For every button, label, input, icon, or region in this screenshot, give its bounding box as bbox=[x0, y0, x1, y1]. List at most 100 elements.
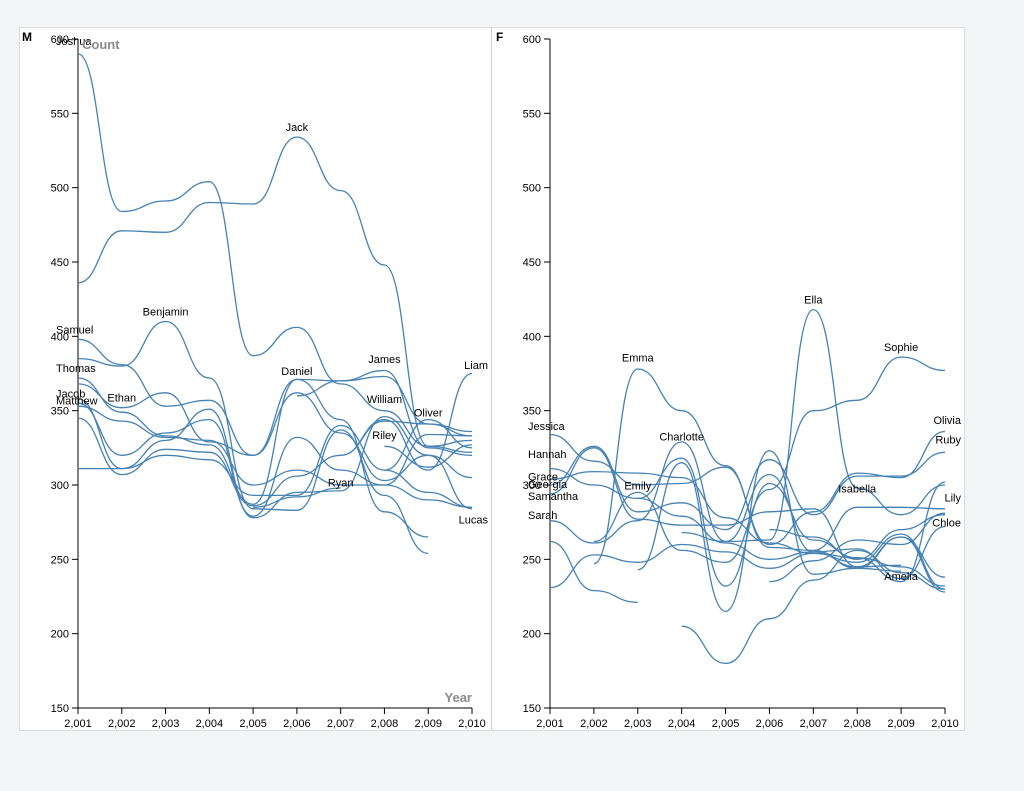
x-tick-label: 2,004 bbox=[668, 718, 696, 730]
series-line-joshua bbox=[77, 53, 473, 453]
series-line-ella bbox=[681, 308, 946, 543]
name-label-chloe: Chloe bbox=[932, 518, 961, 530]
name-label-ryan: Ryan bbox=[328, 477, 354, 489]
series-line-daniel bbox=[77, 383, 473, 482]
series-line-isabella bbox=[813, 506, 946, 552]
y-tick-label: 500 bbox=[51, 183, 69, 195]
name-label-daniel: Daniel bbox=[281, 366, 312, 378]
series-line-olivia bbox=[549, 481, 946, 589]
y-tick-label: 300 bbox=[523, 480, 541, 492]
name-label-matthew: Matthew bbox=[56, 396, 98, 408]
name-label-thomas: Thomas bbox=[56, 363, 96, 375]
series-line-emily bbox=[637, 497, 902, 568]
name-label-sophie: Sophie bbox=[884, 342, 918, 354]
chart-frame bbox=[19, 27, 965, 731]
name-label-liam: Liam bbox=[464, 360, 488, 372]
y-axis-title: Count bbox=[82, 37, 120, 52]
name-label-riley: Riley bbox=[372, 430, 397, 442]
name-label-ethan: Ethan bbox=[107, 393, 136, 405]
x-tick-label: 2,001 bbox=[536, 718, 564, 730]
name-label-emily: Emily bbox=[624, 480, 651, 492]
x-tick-label: 2,008 bbox=[371, 718, 399, 730]
x-tick-label: 2,009 bbox=[887, 718, 915, 730]
name-label-olivia: Olivia bbox=[933, 415, 961, 427]
y-tick-label: 350 bbox=[51, 406, 69, 418]
x-tick-label: 2,007 bbox=[327, 718, 355, 730]
y-tick-label: 200 bbox=[523, 629, 541, 641]
y-tick-label: 500 bbox=[523, 183, 541, 195]
x-tick-label: 2,002 bbox=[108, 718, 136, 730]
name-label-ella: Ella bbox=[804, 295, 823, 307]
chart-panel-m: 150 200 250 300 350 400 450 500 550 600 2,001 2,002… bbox=[22, 30, 488, 730]
y-tick-label: 550 bbox=[51, 108, 69, 120]
y-tick-label: 450 bbox=[523, 257, 541, 269]
x-tick-label: 2,005 bbox=[239, 718, 267, 730]
y-tick-label: 200 bbox=[51, 629, 69, 641]
series-line-matthew bbox=[77, 405, 473, 508]
name-label-jessica: Jessica bbox=[528, 421, 566, 433]
series-line-riley bbox=[384, 444, 473, 468]
x-tick-label: 2,006 bbox=[283, 718, 311, 730]
name-label-sarah: Sarah bbox=[528, 510, 557, 522]
series-line-lily bbox=[637, 450, 946, 613]
series-line-hannah bbox=[549, 457, 946, 587]
name-label-lily: Lily bbox=[944, 492, 961, 504]
series-line-charlotte bbox=[549, 445, 946, 531]
name-label-jack: Jack bbox=[286, 122, 309, 134]
chart-panel-f: 150 200 250 300 350 400 450 500 550 600 2,001 2,002… bbox=[496, 30, 962, 730]
x-tick-label: 2,005 bbox=[712, 718, 740, 730]
name-label-oliver: Oliver bbox=[414, 408, 443, 420]
panel-divider bbox=[491, 28, 492, 730]
series-line-jack bbox=[77, 136, 473, 447]
y-tick-label: 150 bbox=[523, 703, 541, 715]
x-tick-label: 2,007 bbox=[800, 718, 828, 730]
name-label-ruby: Ruby bbox=[935, 434, 961, 446]
series-line-amelia bbox=[681, 549, 946, 665]
x-tick-label: 2,010 bbox=[931, 718, 959, 730]
x-tick-label: 2,002 bbox=[580, 718, 608, 730]
name-label-jacob: Jacob bbox=[56, 388, 85, 400]
name-label-georgia: Georgia bbox=[528, 479, 568, 491]
y-tick-label: 250 bbox=[51, 554, 69, 566]
y-tick-label: 400 bbox=[523, 331, 541, 343]
name-label-joshua: Joshua bbox=[56, 36, 92, 48]
x-tick-label: 2,004 bbox=[196, 718, 224, 730]
name-label-hannah: Hannah bbox=[528, 449, 567, 461]
series-line-james bbox=[296, 375, 473, 433]
y-tick-label: 250 bbox=[523, 554, 541, 566]
series-line-thomas bbox=[77, 369, 473, 505]
panel-label: F bbox=[496, 30, 503, 44]
name-label-emma: Emma bbox=[622, 353, 655, 365]
x-tick-label: 2,008 bbox=[843, 718, 871, 730]
x-tick-label: 2,009 bbox=[414, 718, 442, 730]
name-label-amelia: Amelia bbox=[884, 571, 919, 583]
series-line-sarah bbox=[549, 540, 638, 604]
series-line-grace bbox=[549, 470, 946, 590]
series-line-ryan bbox=[253, 487, 341, 508]
y-tick-label: 450 bbox=[51, 257, 69, 269]
series-line-chloe bbox=[769, 514, 946, 560]
name-label-james: James bbox=[368, 354, 401, 366]
y-tick-label: 400 bbox=[51, 331, 69, 343]
series-line-william bbox=[340, 420, 473, 456]
y-tick-label: 300 bbox=[51, 480, 69, 492]
y-tick-label: 600 bbox=[51, 34, 69, 46]
x-tick-label: 2,003 bbox=[152, 718, 180, 730]
name-label-samantha: Samantha bbox=[528, 491, 579, 503]
name-label-william: William bbox=[367, 394, 402, 406]
name-label-charlotte: Charlotte bbox=[659, 431, 704, 443]
name-label-benjamin: Benjamin bbox=[143, 307, 189, 319]
series-line-samantha bbox=[549, 441, 946, 580]
series-line-ethan bbox=[77, 398, 473, 519]
series-line-oliver bbox=[384, 418, 473, 471]
x-tick-label: 2,001 bbox=[64, 718, 92, 730]
series-line-lucas bbox=[78, 424, 473, 508]
y-tick-label: 350 bbox=[523, 406, 541, 418]
y-tick-label: 600 bbox=[523, 34, 541, 46]
x-tick-label: 2,006 bbox=[756, 718, 784, 730]
series-line-samuel bbox=[77, 338, 429, 538]
name-label-lucas: Lucas bbox=[459, 515, 489, 527]
name-label-samuel: Samuel bbox=[56, 324, 93, 336]
x-axis-title: Year bbox=[445, 690, 472, 705]
